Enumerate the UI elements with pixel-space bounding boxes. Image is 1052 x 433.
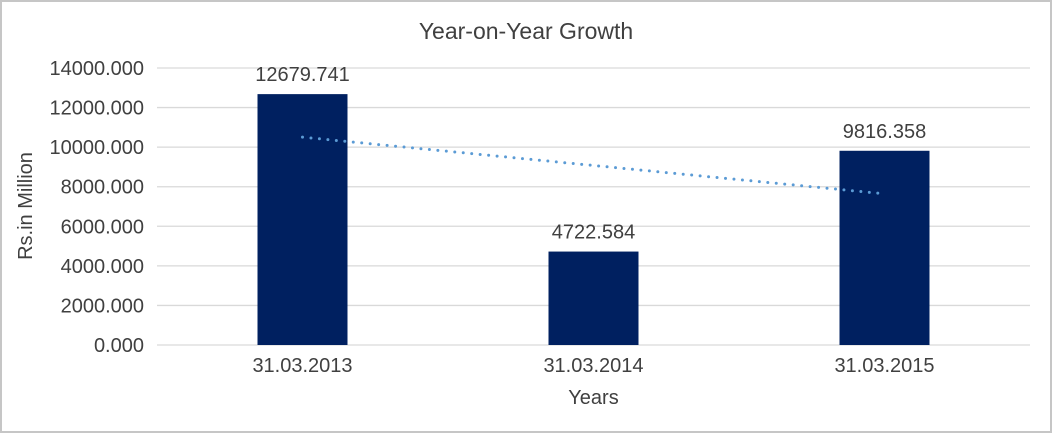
category-label: 31.03.2014 xyxy=(543,355,643,377)
bar-31.03.2013 xyxy=(257,94,348,345)
trendline xyxy=(301,135,886,196)
bar-31.03.2014 xyxy=(548,251,639,345)
y-tick-label: 14000.000 xyxy=(49,58,144,80)
y-tick-label: 12000.000 xyxy=(49,98,144,120)
chart-title: Year-on-Year Growth xyxy=(419,18,633,44)
y-axis-title: Rs.in Million xyxy=(15,152,37,260)
y-tick-label: 10000.000 xyxy=(49,137,144,159)
y-tick-label: 6000.000 xyxy=(61,216,144,238)
y-tick-label: 8000.000 xyxy=(61,177,144,199)
y-tick-label: 0.000 xyxy=(94,335,144,357)
category-label: 31.03.2013 xyxy=(252,355,352,377)
x-axis-title: Years xyxy=(568,387,618,409)
y-tick-label: 4000.000 xyxy=(61,256,144,278)
data-label: 12679.741 xyxy=(255,64,350,86)
category-label: 31.03.2015 xyxy=(834,355,934,377)
data-label: 4722.584 xyxy=(552,222,635,244)
y-tick-label: 2000.000 xyxy=(61,295,144,317)
data-label: 9816.358 xyxy=(843,121,926,143)
bar-31.03.2015 xyxy=(839,150,930,345)
